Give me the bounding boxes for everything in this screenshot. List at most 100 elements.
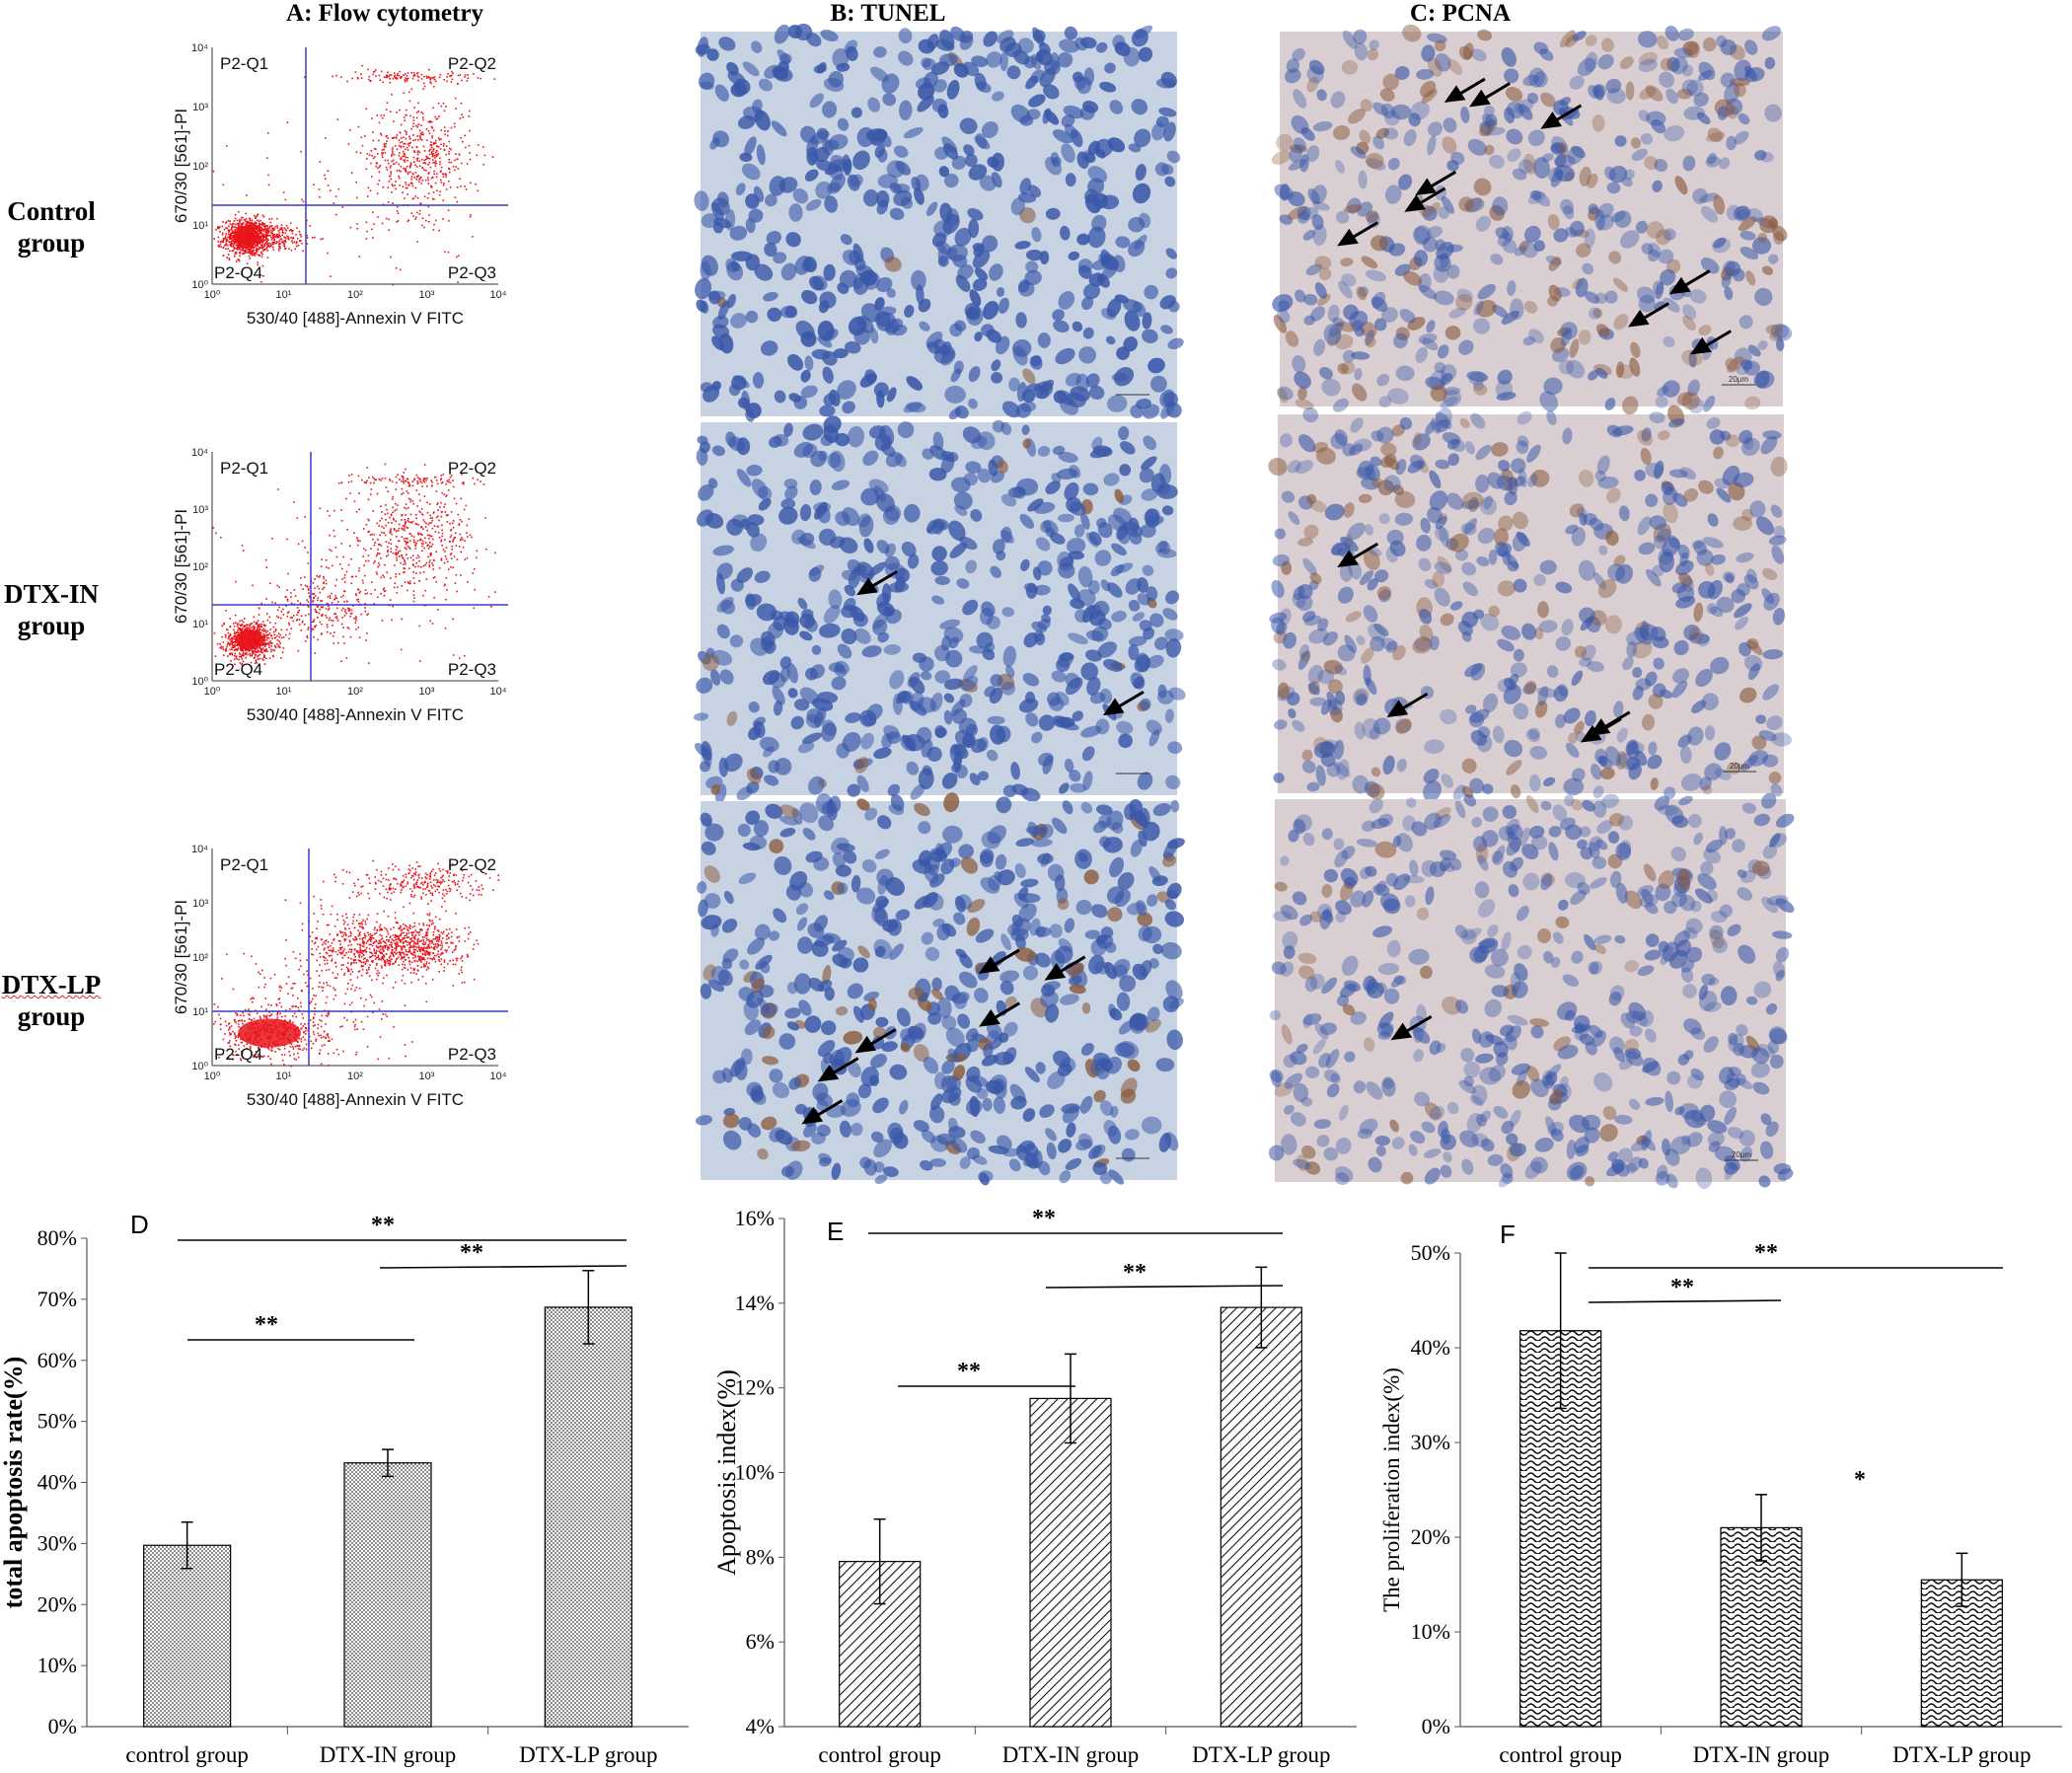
flow-event: [327, 1015, 329, 1017]
flow-event: [390, 899, 392, 901]
flow-event: [251, 623, 254, 625]
flow-event: [234, 614, 237, 617]
flow-event: [277, 236, 280, 239]
flow-event: [440, 540, 442, 543]
flow-event: [422, 88, 424, 90]
flow-event: [365, 960, 368, 963]
flow-event: [375, 964, 378, 966]
flow-event: [233, 628, 235, 631]
flow-event: [465, 504, 467, 507]
flow-event: [252, 254, 255, 256]
flow-event: [426, 947, 428, 949]
flow-event: [217, 1005, 219, 1008]
flow-event: [438, 519, 440, 522]
flow-event: [384, 964, 387, 967]
row-label-line2: group: [17, 611, 86, 640]
flow-event: [239, 647, 242, 649]
flow-event: [312, 237, 314, 239]
flow-event: [290, 229, 292, 231]
flow-event: [364, 957, 366, 959]
flow-event: [323, 956, 326, 959]
flow-event: [366, 480, 368, 482]
flow-event: [316, 936, 318, 939]
flow-event: [239, 1019, 241, 1022]
flow-event: [329, 1040, 331, 1042]
flow-event: [376, 573, 378, 575]
flow-event: [232, 646, 235, 649]
flow-event: [421, 513, 423, 516]
flow-event: [244, 249, 247, 252]
flow-event: [263, 637, 265, 639]
flow-event: [354, 622, 357, 625]
flow-event: [271, 233, 273, 235]
flow-event: [283, 1054, 286, 1056]
flow-event: [246, 220, 249, 223]
flow-event: [456, 186, 459, 188]
flow-event: [291, 232, 294, 235]
flow-event: [362, 940, 365, 943]
flow-event: [467, 581, 469, 583]
flow-event: [374, 926, 376, 928]
flow-event: [334, 616, 337, 619]
flow-event: [239, 662, 242, 664]
flow-event: [367, 554, 370, 556]
flow-event: [393, 586, 396, 589]
flow-event: [349, 226, 352, 229]
flow-event: [267, 132, 269, 134]
flow-event: [389, 960, 392, 963]
flow-event: [343, 972, 346, 975]
flow-event: [249, 628, 251, 630]
flow-event: [435, 219, 437, 222]
flow-event: [261, 1056, 264, 1058]
flow-event: [233, 635, 236, 637]
flow-event: [378, 925, 381, 928]
flow-event: [366, 153, 369, 155]
flow-event: [416, 970, 419, 972]
flow-event: [391, 938, 394, 940]
flow-event: [275, 1004, 278, 1007]
flow-event: [438, 229, 440, 232]
flow-event: [413, 935, 416, 937]
flow-event: [404, 946, 406, 949]
flow-event: [229, 220, 231, 222]
flow-event: [263, 634, 266, 637]
flow-event: [260, 227, 262, 229]
flow-event: [395, 573, 398, 575]
flow-event: [417, 979, 419, 981]
flow-event: [428, 522, 431, 524]
flow-event: [383, 576, 385, 578]
flow-event: [418, 948, 420, 951]
flow-event: [277, 632, 280, 634]
flow-event: [412, 116, 415, 118]
flow-event: [253, 223, 256, 226]
flow-event: [306, 636, 309, 639]
flow-event: [333, 642, 335, 644]
flow-event: [280, 1015, 283, 1018]
flow-event: [378, 479, 381, 480]
flow-event: [239, 246, 241, 249]
flow-event: [389, 81, 392, 84]
flow-event: [264, 634, 267, 637]
flow-event: [263, 1046, 266, 1049]
flow-event: [400, 925, 402, 928]
flow-y-tick-label: 10⁰: [191, 279, 208, 291]
flow-event: [366, 959, 368, 961]
flow-event: [249, 249, 252, 251]
flow-event: [397, 205, 399, 208]
flow-event: [408, 946, 411, 949]
flow-event: [429, 120, 431, 122]
flow-event: [278, 240, 281, 242]
flow-event: [380, 952, 383, 954]
flow-event: [340, 953, 342, 955]
flow-event: [394, 936, 396, 938]
flow-event: [292, 238, 294, 240]
flow-event: [242, 660, 245, 663]
flow-event: [224, 235, 227, 237]
flow-event: [448, 479, 450, 481]
flow-event: [372, 211, 374, 213]
flow-event: [401, 947, 404, 949]
flow-event: [350, 582, 353, 584]
flow-event: [431, 153, 433, 155]
flow-event: [431, 979, 434, 981]
flow-event: [433, 511, 435, 513]
